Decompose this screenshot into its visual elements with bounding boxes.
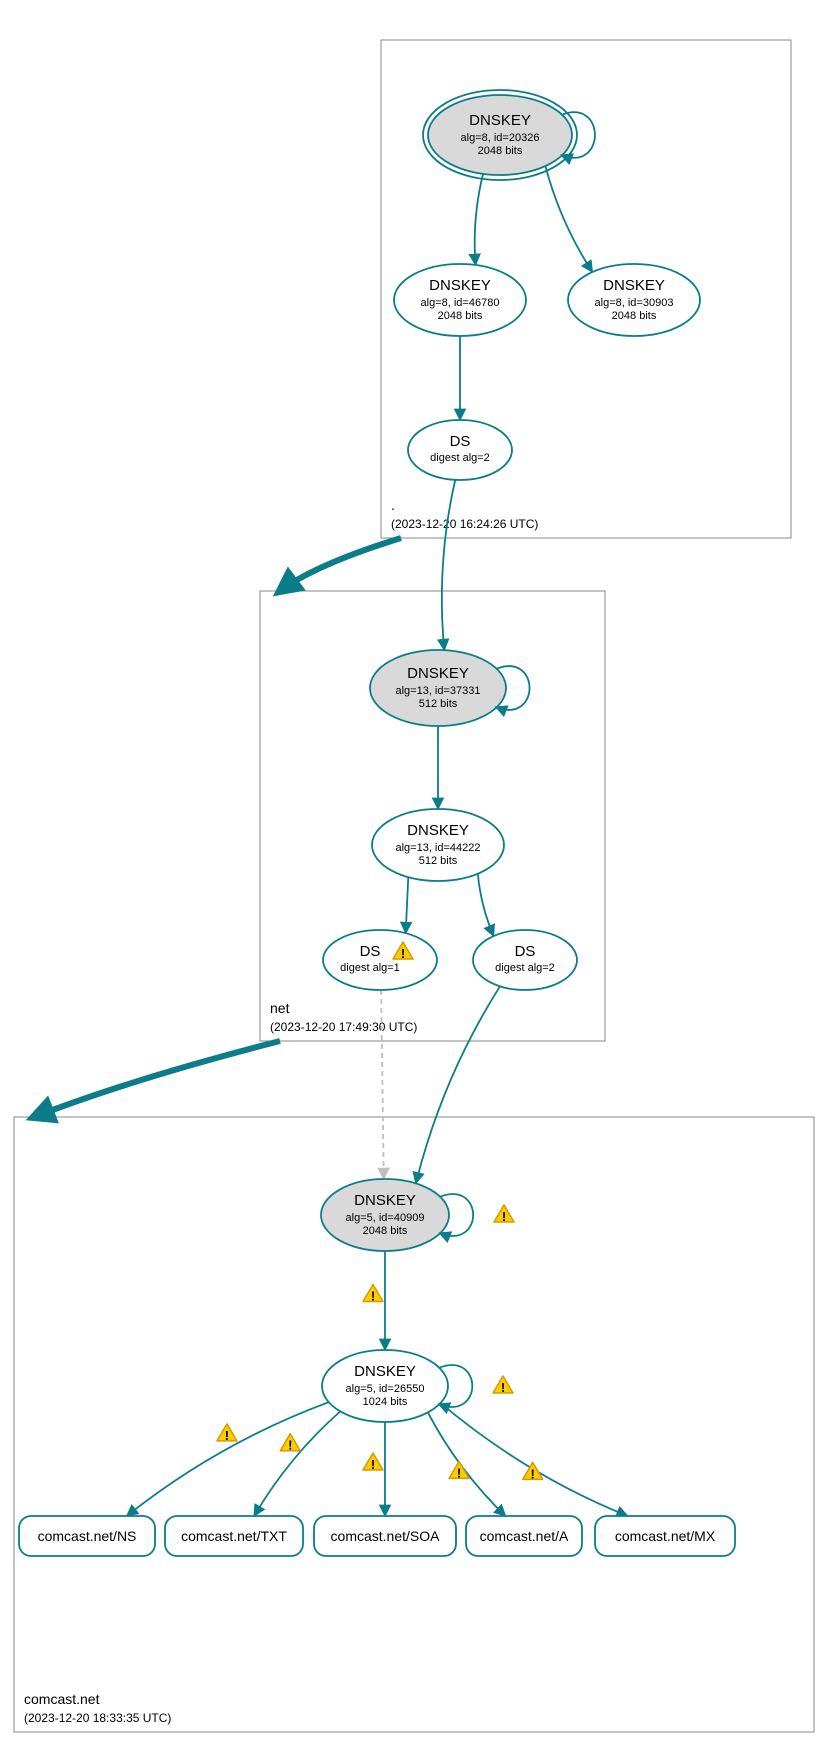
node-title: DS — [450, 433, 471, 450]
warning-bang: ! — [225, 1428, 229, 1443]
edge — [406, 877, 409, 933]
zone-arrow — [34, 1041, 280, 1117]
node-title: DNSKEY — [603, 277, 665, 294]
node-title: DS — [515, 943, 536, 960]
edges: !!!!!! — [34, 166, 628, 1516]
warning-bang: ! — [502, 1209, 506, 1224]
node-sub: 2048 bits — [438, 310, 483, 322]
zone-label-meta: (2023-12-20 16:24:26 UTC) — [391, 517, 538, 531]
edge — [442, 480, 455, 650]
record-label: comcast.net/MX — [615, 1528, 716, 1544]
node-sub: alg=8, id=30903 — [595, 297, 674, 309]
node-sub: digest alg=2 — [430, 452, 490, 464]
key-node — [408, 420, 512, 480]
edge — [478, 874, 494, 936]
node-sub: alg=8, id=46780 — [421, 297, 500, 309]
edge — [441, 1403, 628, 1516]
node-title: DNSKEY — [354, 1192, 416, 1209]
node-sub: 512 bits — [419, 855, 458, 867]
node-sub: 2048 bits — [612, 310, 657, 322]
zone-arrow — [280, 538, 401, 591]
zone-label-meta: (2023-12-20 18:33:35 UTC) — [24, 1711, 171, 1725]
edge — [428, 1412, 506, 1516]
record-label: comcast.net/A — [480, 1528, 569, 1544]
node-sub: digest alg=1 — [340, 962, 400, 974]
nodes: DNSKEYalg=8, id=203262048 bitsDNSKEYalg=… — [19, 90, 735, 1556]
edge — [254, 1411, 340, 1516]
node-sub: alg=5, id=26550 — [346, 1383, 425, 1395]
warning-bang: ! — [371, 1289, 375, 1304]
node-sub: alg=8, id=20326 — [461, 132, 540, 144]
node-sub: 2048 bits — [478, 145, 523, 157]
warning-bang: ! — [531, 1466, 535, 1481]
node-sub: alg=13, id=37331 — [395, 685, 480, 697]
zone-label-name: comcast.net — [24, 1691, 100, 1707]
warning-bang: ! — [371, 1457, 375, 1472]
record-label: comcast.net/NS — [38, 1528, 137, 1544]
warning-bang: ! — [501, 1380, 505, 1395]
key-node — [323, 930, 437, 990]
warning-bang: ! — [457, 1465, 461, 1480]
edge — [416, 986, 500, 1183]
zone-label-name: . — [391, 497, 395, 513]
record-label: comcast.net/SOA — [331, 1528, 441, 1544]
key-node — [473, 930, 577, 990]
warning-bang: ! — [288, 1438, 292, 1453]
record-label: comcast.net/TXT — [181, 1528, 287, 1544]
zone-label-meta: (2023-12-20 17:49:30 UTC) — [270, 1020, 417, 1034]
node-sub: 2048 bits — [363, 1225, 408, 1237]
node-title: DNSKEY — [469, 112, 531, 129]
dnssec-diagram: . (2023-12-20 16:24:26 UTC) net (2023-12-20… — [0, 0, 832, 1742]
node-title: DS — [360, 943, 381, 960]
node-sub: digest alg=2 — [495, 962, 555, 974]
warning-bang: ! — [401, 946, 405, 961]
edge — [545, 166, 592, 272]
node-sub: 512 bits — [419, 698, 458, 710]
edge — [127, 1402, 329, 1516]
node-sub: alg=5, id=40909 — [346, 1212, 425, 1224]
node-sub: alg=13, id=44222 — [395, 842, 480, 854]
edge — [381, 990, 384, 1179]
node-title: DNSKEY — [407, 822, 469, 839]
node-sub: 1024 bits — [363, 1396, 408, 1408]
edge — [475, 174, 483, 265]
node-title: DNSKEY — [407, 665, 469, 682]
node-title: DNSKEY — [429, 277, 491, 294]
node-title: DNSKEY — [354, 1363, 416, 1380]
zone-label-name: net — [270, 1000, 290, 1016]
